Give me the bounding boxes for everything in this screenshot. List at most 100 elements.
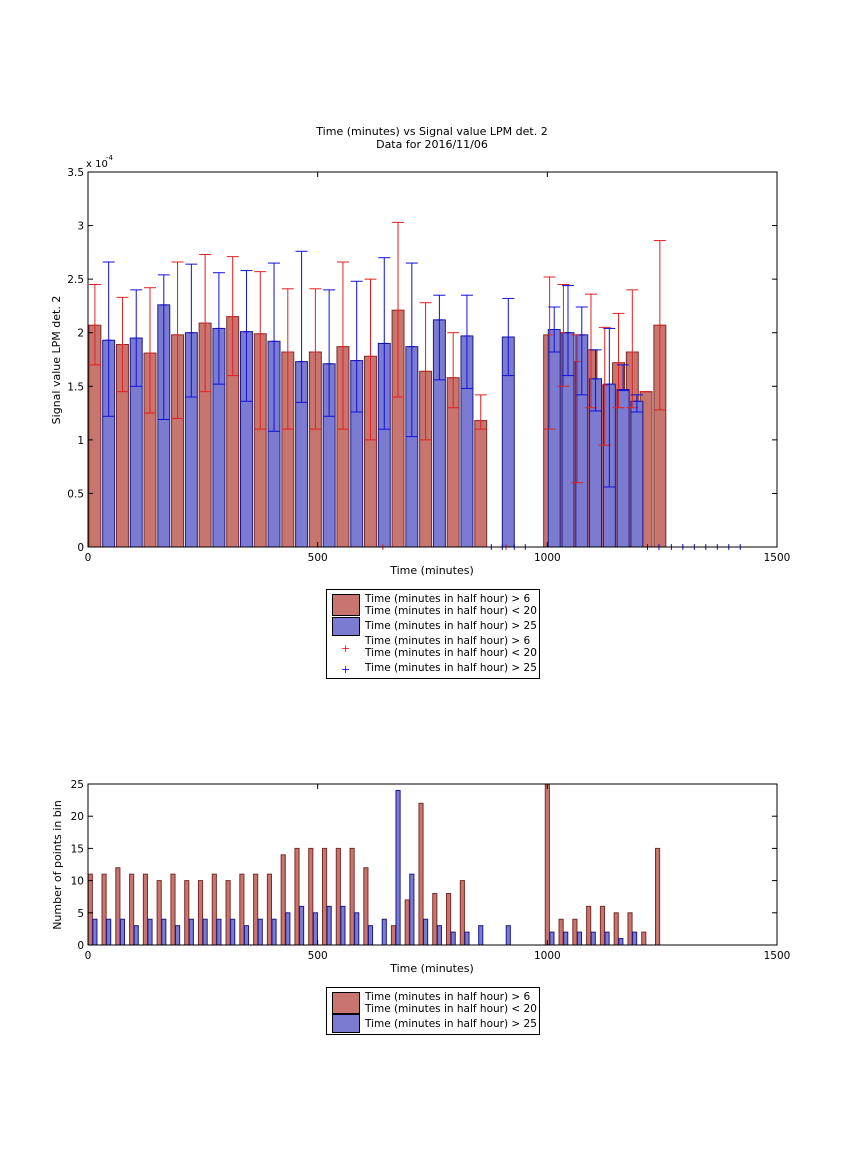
count-bar-blue: [590, 931, 596, 946]
count-bar-red: [156, 880, 162, 946]
legend-label: Time (minutes in half hour) > 25: [365, 1018, 537, 1030]
count-y-tick-label: 25: [71, 779, 84, 791]
count-bar-red: [129, 873, 135, 946]
count-bar-blue: [395, 789, 401, 946]
signal-errorbars-blue-series: [102, 250, 643, 488]
count-x-axis-label: Time (minutes): [389, 962, 474, 975]
signal-bar-blue: [630, 400, 644, 548]
legend-swatch-red: [332, 594, 360, 616]
count-bar-red: [572, 918, 578, 946]
chart-title: Time (minutes) vs Signal value LPM det. …: [316, 125, 548, 138]
legend-label: Time (minutes in half hour) > 25: [365, 662, 537, 674]
signal-x-tick-label: 1500: [764, 552, 791, 564]
legend-marker-blue-plus: +: [341, 663, 351, 676]
count-bar-blue: [381, 918, 387, 946]
count-bar-red: [363, 867, 369, 946]
legend-label: Time (minutes in half hour) > 25: [365, 620, 537, 632]
count-bar-red: [170, 873, 176, 946]
count-bar-red: [211, 873, 217, 946]
count-bar-red: [404, 899, 410, 946]
count-bar-blue: [367, 925, 374, 946]
count-bar-blue: [285, 912, 291, 946]
count-x-tick-label: 1500: [764, 950, 791, 962]
count-bar-blue: [92, 918, 98, 946]
signal-axes-box: [87, 171, 778, 548]
count-bar-blue: [549, 931, 555, 946]
count-bar-blue: [409, 873, 415, 946]
count-bar-blue: [326, 905, 332, 946]
count-bar-blue: [257, 918, 263, 946]
legend-swatch-red: [332, 992, 360, 1014]
count-bar-blue: [312, 912, 318, 946]
count-bar-red: [142, 873, 148, 946]
signal-y-tick-label: 2.5: [67, 274, 84, 286]
count-bar-red: [115, 867, 121, 946]
signal-x-tick-label: 1000: [534, 552, 561, 564]
count-y-tick-label: 0: [77, 940, 84, 952]
count-bar-red: [446, 892, 452, 946]
legend-swatch-blue: [332, 617, 360, 636]
signal-legend: Time (minutes in half hour) > 6 Time (min…: [326, 589, 540, 679]
count-bar-blue: [618, 938, 624, 946]
count-bar-blue: [478, 925, 484, 946]
count-bar-blue: [423, 918, 429, 946]
signal-y-exponent-base: x 10: [86, 159, 108, 170]
legend-swatch-blue: [332, 1014, 360, 1033]
count-bar-blue: [340, 905, 346, 946]
count-bar-red: [308, 847, 314, 946]
count-bar-blue: [119, 918, 126, 946]
count-bar-blue: [576, 931, 583, 946]
signal-y-axis-label: Signal value LPM det. 2: [50, 296, 63, 425]
signal-axes: 0 500 1000 1500 0 0.5 1 1.5 2 2.5 3 3.5: [67, 167, 790, 564]
count-plot: 0 500 1000 1500 0 5 10 15 20 25 Time (minutes) Nu…: [51, 779, 790, 975]
legend-label: Time (minutes in half hour) > 6 Time (min…: [365, 635, 537, 659]
count-bar-blue: [563, 931, 569, 946]
count-bar-red: [294, 847, 300, 946]
count-bar-red: [349, 847, 355, 946]
count-bar-blue: [106, 918, 112, 946]
count-bar-blue: [505, 925, 511, 946]
chart-subtitle: Data for 2016/11/06: [376, 138, 488, 151]
count-bar-red: [239, 873, 245, 946]
count-bar-blue: [271, 918, 277, 946]
count-bar-blue: [450, 931, 456, 946]
legend-label: Time (minutes in half hour) > 6 Time (min…: [365, 991, 537, 1015]
count-bar-blue: [202, 918, 208, 946]
count-bar-blue: [299, 905, 305, 946]
count-y-tick-label: 10: [71, 876, 84, 888]
count-bar-blue: [436, 925, 442, 946]
signal-bar-red: [474, 420, 488, 548]
signal-y-tick-label: 3.5: [67, 167, 84, 179]
signal-x-axis-label: Time (minutes): [389, 564, 474, 577]
count-bar-red: [627, 912, 633, 946]
signal-y-tick-label: 3: [77, 221, 84, 233]
count-y-tick-label: 20: [71, 811, 84, 823]
count-x-tick-label: 0: [85, 950, 92, 962]
count-bar-red: [266, 873, 273, 946]
count-bar-red: [586, 905, 592, 946]
count-y-tick-label: 15: [71, 843, 84, 855]
count-bar-blue: [175, 925, 181, 946]
count-axes: 0 500 1000 1500 0 5 10 15 20 25: [71, 779, 791, 962]
signal-y-tick-label: 1: [77, 435, 84, 447]
signal-errorbars-red-series: [88, 221, 666, 484]
count-bar-red: [184, 880, 190, 946]
count-bar-red: [418, 802, 424, 946]
count-axes-box: [87, 783, 778, 946]
count-bar-blue: [604, 931, 610, 946]
count-bar-red: [390, 925, 397, 946]
count-bar-blue: [161, 918, 167, 946]
signal-y-exponent-power: -4: [106, 154, 114, 162]
signal-y-tick-label: 2: [77, 328, 84, 340]
count-bar-blue: [216, 918, 222, 946]
count-bar-red: [641, 931, 647, 946]
signal-y-tick-label: 1.5: [67, 381, 84, 393]
legend-label: Time (minutes in half hour) > 6 Time (min…: [365, 593, 537, 617]
count-bar-red: [225, 880, 231, 946]
count-bar-red: [101, 873, 107, 946]
count-bar-red: [87, 873, 93, 946]
count-bar-blue: [133, 925, 139, 946]
count-y-axis-label: Number of points in bin: [51, 800, 64, 930]
count-bar-blue: [243, 925, 250, 946]
